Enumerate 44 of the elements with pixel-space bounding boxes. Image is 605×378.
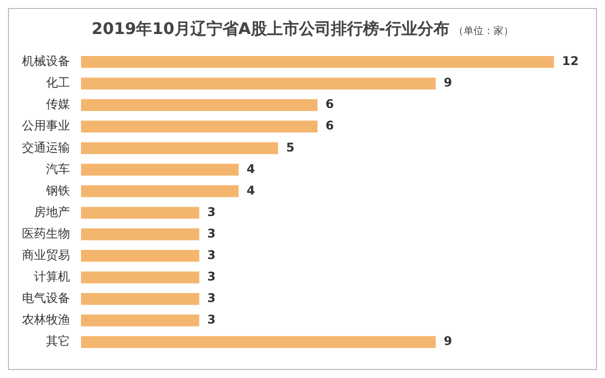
y-tick-label: 化工	[46, 76, 70, 90]
y-tick-label: 计算机	[34, 270, 70, 284]
data-label: 3	[207, 291, 216, 306]
data-label: 4	[246, 183, 256, 198]
y-tick-label: 商业贸易	[22, 248, 70, 262]
data-label: 4	[246, 162, 256, 176]
y-tick-label: 钢铁	[45, 183, 70, 198]
y-tick-label: 机械设备	[22, 54, 70, 68]
data-label: 6	[326, 97, 334, 112]
y-tick-label: 公用事业	[22, 118, 70, 133]
bar	[81, 164, 239, 176]
bar	[81, 185, 239, 198]
bar	[81, 206, 200, 219]
y-tick-label: 医药生物	[22, 226, 70, 240]
data-label: 3	[207, 204, 216, 219]
data-label: 3	[207, 226, 216, 240]
data-label: 9	[444, 334, 452, 348]
data-label: 12	[562, 54, 579, 68]
bar	[81, 78, 436, 90]
y-tick-label: 传媒	[46, 97, 70, 112]
bar	[81, 293, 200, 305]
y-tick-label: 其它	[46, 334, 70, 348]
y-tick-label: 汽车	[46, 162, 70, 176]
chart-title: 2019年10月辽宁省A股上市公司排行榜-行业分布	[92, 19, 450, 38]
y-tick-label: 农林牧渔	[22, 312, 70, 327]
y-tick-label: 电气设备	[22, 291, 70, 306]
bar	[81, 228, 200, 240]
data-label: 3	[207, 270, 216, 284]
data-label: 3	[207, 312, 216, 327]
y-tick-label: 房地产	[34, 204, 70, 219]
bar	[81, 250, 200, 262]
y-tick-label: 交通运输	[22, 140, 70, 154]
bar	[81, 56, 554, 68]
bar	[81, 142, 278, 154]
bar	[81, 271, 200, 284]
data-label: 6	[326, 118, 334, 133]
bar	[81, 314, 200, 326]
data-label: 9	[444, 76, 452, 90]
bar	[81, 99, 318, 111]
data-label: 5	[286, 140, 294, 154]
bar	[81, 336, 436, 348]
data-label: 3	[207, 248, 216, 262]
bar	[81, 120, 318, 133]
chart-subtitle: （单位：家）	[453, 26, 514, 37]
